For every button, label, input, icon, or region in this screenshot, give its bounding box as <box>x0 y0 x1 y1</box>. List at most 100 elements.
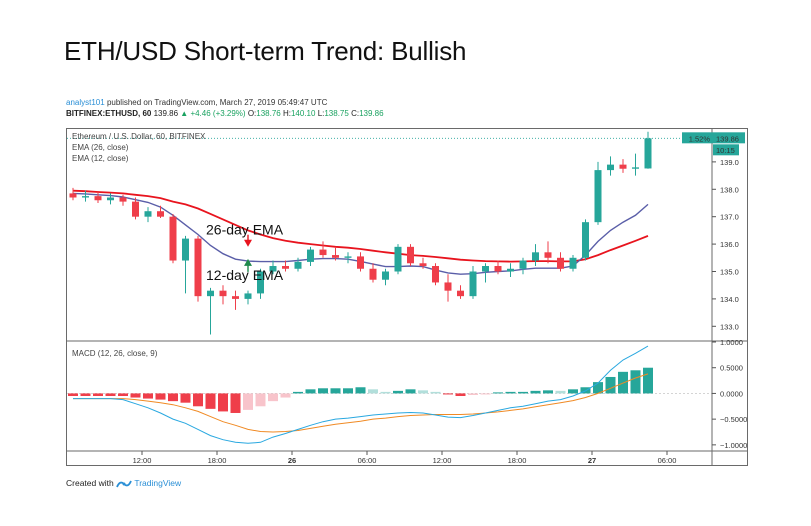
macd-histogram-bar <box>268 393 278 402</box>
candle-body <box>594 170 602 223</box>
symbol-info: BITFINEX:ETHUSD, 60 139.86 ▲ +4.46 (+3.2… <box>66 109 384 118</box>
up-triangle-icon: ▲ <box>180 109 189 118</box>
publish-info: analyst101 published on TradingView.com,… <box>66 98 327 107</box>
legend-ema26: EMA (26, close) <box>72 143 129 152</box>
candle-body <box>232 296 239 299</box>
candle-body <box>219 290 227 297</box>
macd-tick-label: 0.0000 <box>720 389 743 398</box>
macd-histogram-bar <box>393 390 403 394</box>
candle-body <box>569 257 577 269</box>
macd-histogram-bar <box>293 391 303 394</box>
axes: 139.0 138.0 137.0 136.0 135.0 134.0 133.0 1.52%… <box>67 129 747 466</box>
macd-histogram-bar <box>330 388 341 394</box>
candle-body <box>469 271 477 297</box>
macd-histogram-bar <box>105 393 116 396</box>
open-value: 138.76 <box>256 109 281 118</box>
macd-tick-label: −0.5000 <box>720 415 747 424</box>
symbol-label: BITFINEX:ETHUSD, 60 <box>66 109 152 118</box>
macd-histogram-bar <box>480 393 491 395</box>
candle-body <box>294 261 302 269</box>
macd-histogram-bar <box>555 390 566 394</box>
time-tick-label: 12:00 <box>133 456 152 465</box>
price-label-box <box>682 132 745 144</box>
candle-body <box>94 196 102 201</box>
candle-body <box>157 211 164 217</box>
candle-body <box>582 222 589 258</box>
candle-body <box>119 197 127 202</box>
annotation-26-day-ema: 26-day EMA <box>206 222 284 238</box>
open-label: O: <box>247 109 257 118</box>
macd-histogram-bar <box>505 391 516 394</box>
time-tick-label: 12:00 <box>433 456 452 465</box>
macd-histogram-bar <box>468 393 478 395</box>
macd-histogram-bar <box>405 389 416 394</box>
low-label: L: <box>317 109 325 118</box>
candle-body <box>332 255 339 258</box>
chart-frame[interactable] <box>66 128 748 466</box>
price-tick-label: 136.0 <box>720 240 739 249</box>
price-tick-label: 138.0 <box>720 185 739 194</box>
close-label: C: <box>351 109 360 118</box>
candle-body <box>419 263 427 267</box>
low-value: 138.75 <box>324 109 349 118</box>
price-pane: Ethereum / U.S. Dollar, 60, BITFINEX EMA … <box>67 131 712 335</box>
candle-body <box>519 260 527 269</box>
macd-histogram-bar <box>130 393 141 398</box>
candle-body <box>207 290 214 297</box>
candle-body <box>507 268 514 272</box>
macd-histogram-bar <box>518 391 528 394</box>
macd-histogram-bar <box>493 392 503 394</box>
candle-body <box>319 249 327 256</box>
macd-histogram-bar <box>143 393 153 399</box>
candle-body <box>244 293 252 299</box>
macd-histogram-bar <box>418 390 428 394</box>
candle-body <box>257 271 264 294</box>
macd-histogram-bar <box>643 367 653 394</box>
macd-tick-label: −1.0000 <box>720 441 747 450</box>
time-tick-label: 26 <box>288 456 296 465</box>
macd-histogram-bar <box>593 382 603 394</box>
price-tick-label: 135.0 <box>720 267 739 276</box>
price-tick-label: 137.0 <box>720 213 739 222</box>
candle-body <box>132 201 139 217</box>
macd-histogram-bar <box>93 393 103 396</box>
price-tick-label: 134.0 <box>720 295 739 304</box>
candle-body <box>282 266 289 269</box>
macd-histogram-bar <box>280 393 291 398</box>
macd-histogram-bar <box>368 389 378 394</box>
candle-body <box>194 238 202 297</box>
macd-histogram-bar <box>180 393 191 403</box>
candle-body <box>107 197 114 201</box>
candle-body <box>532 252 539 261</box>
macd-pane-title: MACD (12, 26, close, 9) <box>72 349 158 358</box>
author-link[interactable]: analyst101 <box>66 98 105 107</box>
time-tick-label: 18:00 <box>208 456 227 465</box>
tradingview-link[interactable]: TradingView <box>134 478 182 488</box>
candle-body <box>607 164 614 171</box>
macd-histogram-bar <box>343 388 353 394</box>
arrow-down-icon <box>244 239 252 247</box>
created-with-text: Created with <box>66 478 114 488</box>
page-title: ETH/USD Short-term Trend: Bullish <box>64 36 467 66</box>
countdown-label: 10:15 <box>716 146 735 155</box>
candle-body <box>432 266 439 283</box>
candle-body <box>407 246 414 264</box>
candle-body <box>369 268 377 280</box>
macd-tick-label: 0.5000 <box>720 364 743 373</box>
tradingview-logo-icon <box>116 480 132 488</box>
macd-histogram-bar <box>318 388 328 394</box>
macd-histogram-bar <box>380 391 391 394</box>
macd-histogram-bar <box>305 389 316 394</box>
annotation-12-day-ema: 12-day EMA <box>206 267 284 283</box>
candle-body <box>82 196 89 198</box>
change-label: 1.52% <box>689 134 711 143</box>
candle-body <box>69 193 77 198</box>
macd-histogram-bar <box>630 370 641 394</box>
countdown-box <box>713 144 739 156</box>
candle-body <box>357 256 364 269</box>
candle-body <box>557 257 564 269</box>
macd-histogram-bar <box>430 391 441 394</box>
candle-body <box>619 164 627 169</box>
ema26-line <box>72 189 649 263</box>
